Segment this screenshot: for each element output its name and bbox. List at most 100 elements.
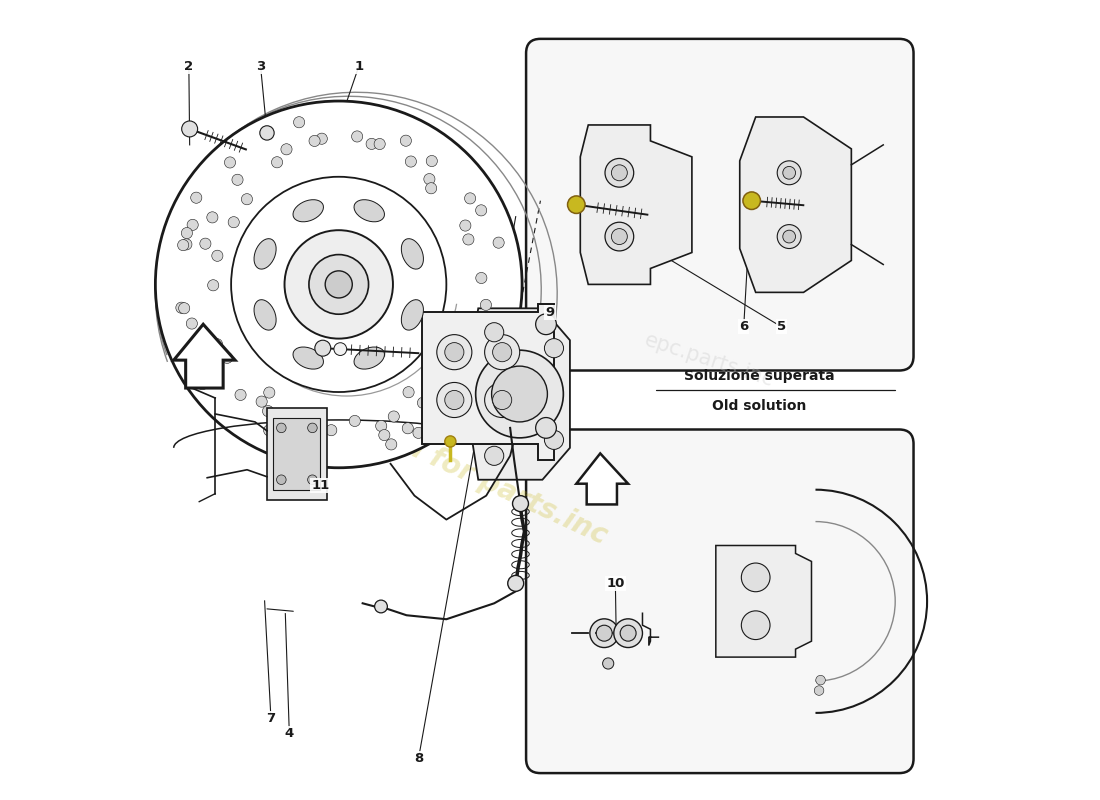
Circle shape [437,334,472,370]
Text: Old solution: Old solution [713,399,807,414]
Circle shape [612,165,627,181]
Circle shape [568,196,585,214]
Circle shape [211,338,222,350]
Circle shape [309,254,368,314]
Circle shape [334,342,346,355]
Circle shape [493,342,512,362]
Circle shape [285,230,393,338]
Circle shape [263,406,274,417]
Circle shape [326,425,337,436]
Circle shape [378,430,389,441]
Bar [510,401,535,412]
Circle shape [309,135,320,146]
Circle shape [207,212,218,223]
Circle shape [375,420,387,431]
Circle shape [412,427,425,438]
Circle shape [614,619,642,647]
Circle shape [605,158,634,187]
Circle shape [176,302,187,314]
Ellipse shape [254,300,276,330]
Circle shape [276,475,286,485]
Circle shape [308,475,317,485]
Polygon shape [471,308,570,480]
FancyBboxPatch shape [526,430,913,773]
Circle shape [444,390,464,410]
Circle shape [605,222,634,251]
Text: 2: 2 [185,60,194,74]
Circle shape [536,418,557,438]
Polygon shape [581,125,692,285]
Text: 10: 10 [606,577,625,590]
Circle shape [742,192,760,210]
Ellipse shape [402,300,424,330]
Circle shape [178,302,190,314]
Circle shape [221,352,233,363]
Circle shape [783,230,795,243]
Circle shape [276,423,286,433]
Ellipse shape [293,347,323,369]
Circle shape [182,121,198,137]
Circle shape [352,131,363,142]
Circle shape [417,398,429,409]
Circle shape [349,415,361,426]
Ellipse shape [293,200,323,222]
Circle shape [603,658,614,669]
Circle shape [366,138,377,150]
Circle shape [316,133,328,144]
Circle shape [544,338,563,358]
Circle shape [544,430,563,450]
Circle shape [180,238,192,250]
Circle shape [374,138,385,150]
Circle shape [444,436,455,447]
Circle shape [272,157,283,168]
Circle shape [231,177,447,392]
Text: 1: 1 [354,60,363,74]
Text: 9: 9 [546,306,554,319]
Circle shape [200,238,211,250]
Circle shape [463,234,474,245]
Circle shape [814,686,824,695]
Text: 4: 4 [285,726,294,740]
Circle shape [744,193,760,209]
Circle shape [308,423,317,433]
Circle shape [426,155,438,166]
Polygon shape [267,408,327,500]
Circle shape [596,626,613,641]
Circle shape [451,380,462,391]
Circle shape [280,144,293,155]
Circle shape [444,342,464,362]
Circle shape [741,611,770,639]
Circle shape [485,322,504,342]
Circle shape [485,382,519,418]
Circle shape [492,366,548,422]
Circle shape [241,194,253,205]
Circle shape [620,626,636,641]
Circle shape [326,271,352,298]
Text: a passion for parts.inc: a passion for parts.inc [282,377,612,550]
Circle shape [260,126,274,140]
Circle shape [403,386,414,398]
Circle shape [437,382,472,418]
Circle shape [446,330,456,342]
Circle shape [197,378,208,390]
Circle shape [441,348,452,359]
Circle shape [569,197,584,213]
Circle shape [475,205,486,216]
Circle shape [476,273,487,283]
Circle shape [493,390,512,410]
Circle shape [375,600,387,613]
Circle shape [481,299,492,310]
Ellipse shape [354,347,385,369]
Text: 3: 3 [256,60,265,74]
Circle shape [224,157,235,168]
Circle shape [228,217,240,228]
Circle shape [498,316,509,327]
Circle shape [590,619,618,647]
Circle shape [612,229,627,245]
Text: 8: 8 [414,752,424,766]
Polygon shape [422,304,554,460]
Circle shape [741,563,770,592]
Text: Soluzione superata: Soluzione superata [684,369,835,383]
Circle shape [403,422,414,434]
Circle shape [208,280,219,291]
